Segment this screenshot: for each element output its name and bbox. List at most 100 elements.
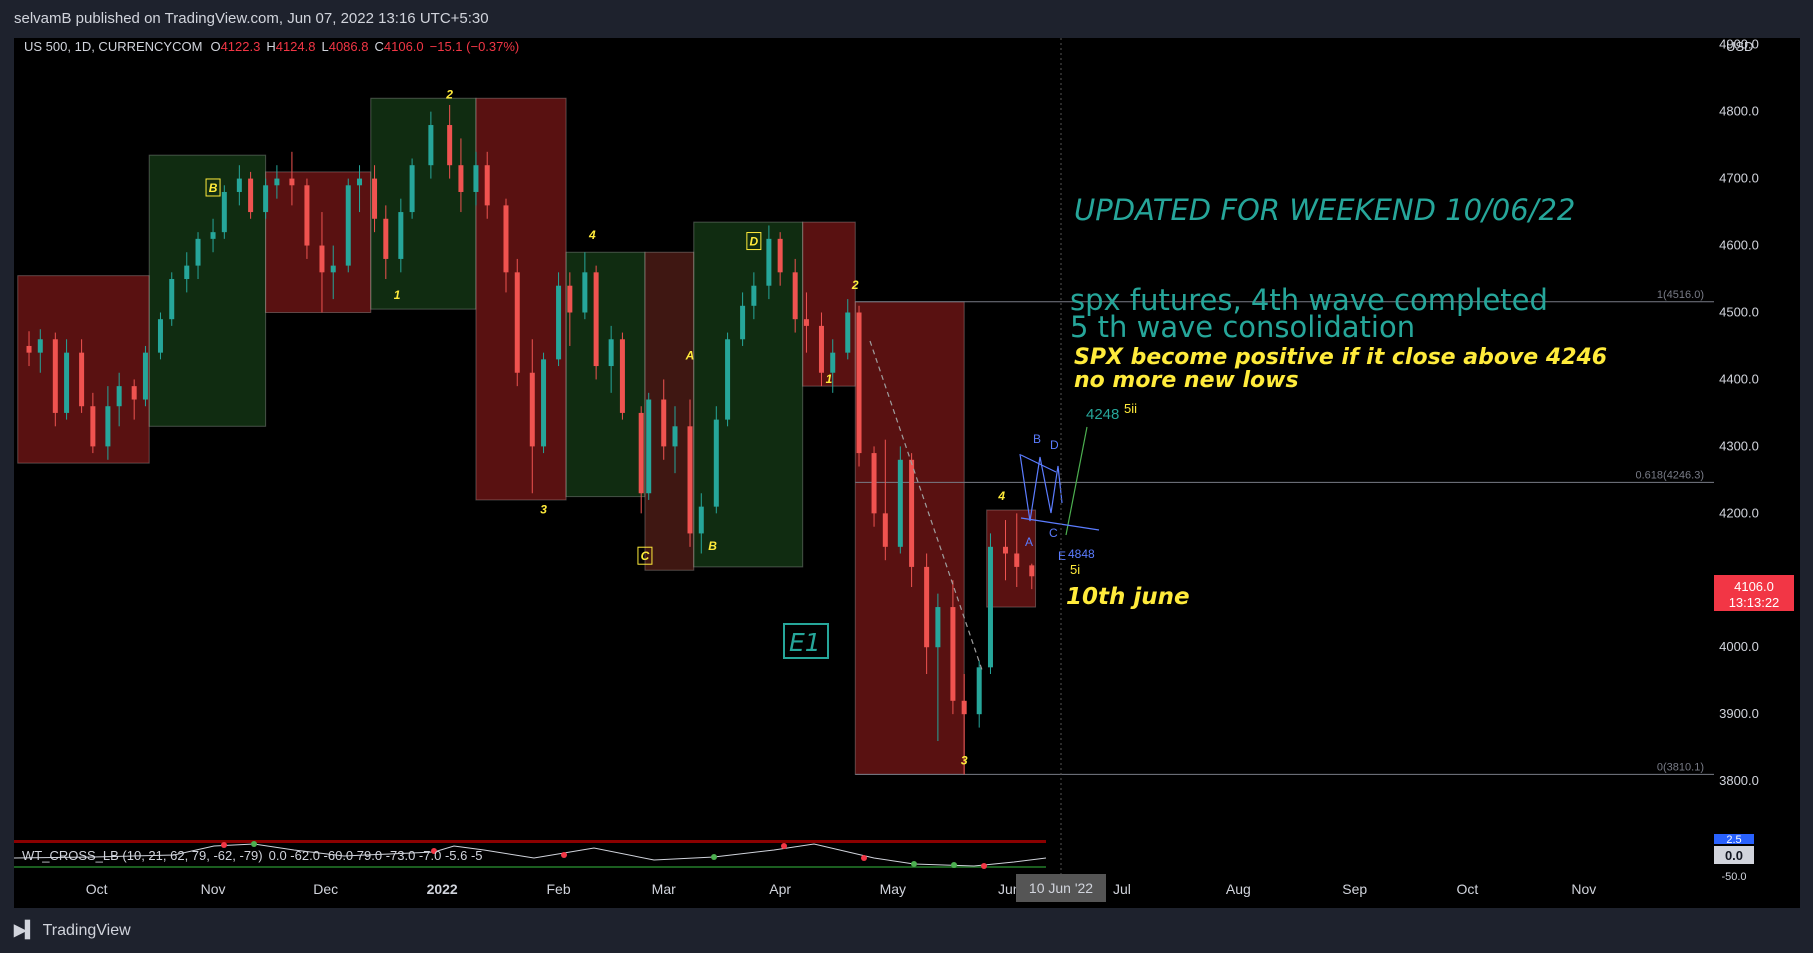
candle-body-49 <box>687 426 693 534</box>
wave-label-1: 1 <box>394 288 401 302</box>
candle-body-19 <box>274 178 280 186</box>
wave-note-4: no more new lows <box>1074 368 1299 393</box>
wave-box-8 <box>746 232 762 251</box>
label-tri-b: B <box>1033 432 1041 446</box>
candle-body-56 <box>777 238 783 273</box>
candle-body-35 <box>503 205 509 273</box>
indicator-label: WT_CROSS_LB (10, 21, 62, 79, -62, -79) 0.… <box>22 848 483 863</box>
candle-body-46 <box>646 399 652 494</box>
candle-body-30 <box>428 125 434 166</box>
ohlc-legend: US 500, 1D, CURRENCYCOM O4122.3 H4124.8 L40… <box>24 39 519 54</box>
x-tick-4: Feb <box>547 881 571 897</box>
candle-body-48 <box>672 426 678 447</box>
x-tick-0: Oct <box>86 881 108 897</box>
shaded-box-3 <box>370 97 477 310</box>
wave-label-0: B <box>209 181 218 195</box>
x-tick-2: Dec <box>313 881 338 897</box>
decline-trendline <box>869 340 983 671</box>
candle-body-42 <box>593 272 599 367</box>
candle-body-51 <box>713 419 719 507</box>
candle-body-50 <box>698 506 704 534</box>
candle-body-23 <box>330 265 336 273</box>
wave-label-12: 4 <box>997 489 1005 503</box>
candle-body-57 <box>792 272 798 320</box>
candle-body-68 <box>935 607 941 648</box>
candle-body-70 <box>961 700 967 715</box>
candle-body-60 <box>830 352 836 373</box>
label-4848: 4848 <box>1068 547 1095 561</box>
x-tick-8: Jun <box>998 881 1021 897</box>
candlestick-chart[interactable]: 1(4516.0)0.618(4246.3)0(3810.1) B1234CAB… <box>14 38 1800 908</box>
candle-body-20 <box>289 178 295 186</box>
candle-body-1 <box>37 339 43 353</box>
indicator-val-bottom: -50.0 <box>1721 871 1746 883</box>
y-tick-0: 3800.0 <box>1719 773 1759 788</box>
wave-label-9: 1 <box>826 372 833 386</box>
label-5ii: 5ii <box>1124 401 1137 416</box>
x-tick-10: Aug <box>1226 881 1251 897</box>
indicator-val-zero: 0.0 <box>1725 848 1743 863</box>
y-tick-4: 4200.0 <box>1719 505 1759 520</box>
candle-body-72 <box>987 546 993 668</box>
candle-body-13 <box>195 238 201 266</box>
candle-body-14 <box>210 232 216 239</box>
label-tri-d: D <box>1050 438 1059 452</box>
projection-line <box>1065 426 1088 536</box>
shaded-box-6 <box>644 251 695 571</box>
x-tick-6: Apr <box>769 881 791 897</box>
target-4248: 4248 <box>1086 406 1119 423</box>
label-e: E <box>1058 549 1066 563</box>
x-tick-9: Jul <box>1113 881 1131 897</box>
candle-body-22 <box>319 245 325 273</box>
e1-box <box>783 623 829 659</box>
shaded-box-1 <box>148 154 267 427</box>
candle-body-52 <box>725 339 731 420</box>
candle-body-73 <box>1002 546 1008 554</box>
wave-lines <box>869 340 1100 671</box>
wave-label-10: 2 <box>851 278 859 292</box>
y-tick-2: 4000.0 <box>1719 639 1759 654</box>
wave-label-5: C <box>641 549 650 563</box>
e1-label: E1 <box>789 628 821 657</box>
weekend-title: UPDATED FOR WEEKEND 10/06/22 <box>1074 193 1575 227</box>
shaded-box-5 <box>565 251 646 498</box>
candle-body-66 <box>909 459 915 567</box>
candle-body-58 <box>803 319 809 326</box>
symbol-label: US 500, 1D, CURRENCYCOM <box>24 39 202 54</box>
candle-body-34 <box>484 165 490 206</box>
cursor-date-box <box>1016 874 1106 902</box>
y-tick-11: 4900.0 <box>1719 38 1759 52</box>
y-tick-9: 4700.0 <box>1719 171 1759 186</box>
wave-label-6: A <box>685 348 695 362</box>
candle-body-54 <box>751 285 757 306</box>
candle-body-36 <box>514 272 520 373</box>
wave-label-4: 4 <box>588 228 596 242</box>
wave-box-5 <box>637 546 653 565</box>
wave-note-3: SPX become positive if it close above 42… <box>1074 345 1607 370</box>
wave-note-2: 5 th wave consolidation <box>1070 310 1415 344</box>
date-note: 10th june <box>1066 584 1190 610</box>
indicator-val-top: 2.5 <box>1726 834 1741 846</box>
candle-body-2 <box>52 339 58 413</box>
candle-body-16 <box>236 178 242 192</box>
wave-label-7: B <box>708 539 717 553</box>
y-tick-5: 4300.0 <box>1719 438 1759 453</box>
last-price-time: 13:13:22 <box>1729 595 1780 610</box>
x-tick-13: Nov <box>1571 881 1596 897</box>
candles-layer <box>26 104 1035 775</box>
candle-body-39 <box>556 285 562 360</box>
wave-labels-layer: B 1 2 3 4 C A B D 1 2 3 4 <box>205 87 1005 767</box>
x-tick-5: Mar <box>652 881 676 897</box>
candle-body-38 <box>541 359 547 447</box>
last-price-value: 4106.0 <box>1734 579 1774 594</box>
shaded-boxes-layer <box>17 97 1037 775</box>
candle-body-10 <box>157 319 163 353</box>
wave-box-0 <box>205 178 221 197</box>
wave-note-1: spx futures, 4th wave completed <box>1070 283 1548 317</box>
y-tick-8: 4600.0 <box>1719 238 1759 253</box>
shaded-box-2 <box>265 171 372 313</box>
candle-body-32 <box>458 165 464 192</box>
candle-body-27 <box>383 218 389 259</box>
